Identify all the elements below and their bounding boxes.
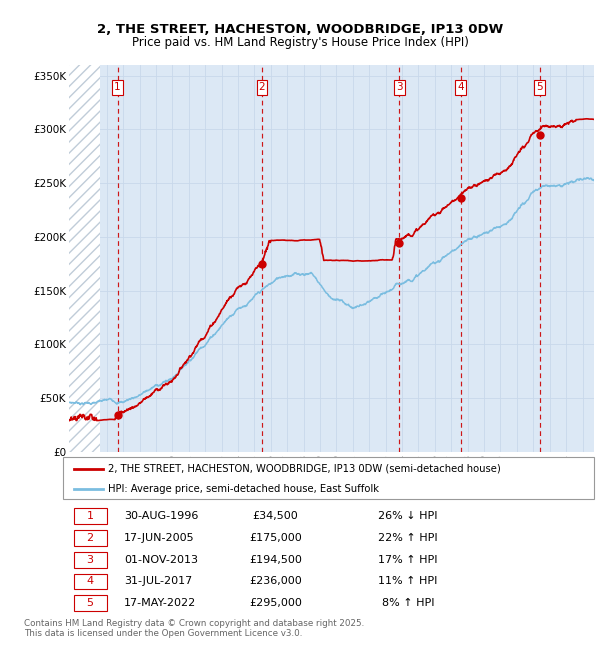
Text: 4: 4 (457, 83, 464, 92)
Text: 1: 1 (114, 83, 121, 92)
Text: 17-JUN-2005: 17-JUN-2005 (124, 533, 194, 543)
FancyBboxPatch shape (74, 530, 107, 545)
Text: This data is licensed under the Open Government Licence v3.0.: This data is licensed under the Open Gov… (24, 629, 302, 638)
Text: 26% ↓ HPI: 26% ↓ HPI (379, 511, 438, 521)
Text: 5: 5 (86, 599, 94, 608)
Text: Price paid vs. HM Land Registry's House Price Index (HPI): Price paid vs. HM Land Registry's House … (131, 36, 469, 49)
Text: 22% ↑ HPI: 22% ↑ HPI (379, 533, 438, 543)
Text: 1: 1 (86, 511, 94, 521)
Text: HPI: Average price, semi-detached house, East Suffolk: HPI: Average price, semi-detached house,… (108, 484, 379, 493)
Text: 3: 3 (86, 554, 94, 565)
Text: 3: 3 (396, 83, 403, 92)
Text: 2: 2 (86, 533, 94, 543)
FancyBboxPatch shape (74, 574, 107, 590)
Text: 17-MAY-2022: 17-MAY-2022 (124, 599, 196, 608)
Text: £175,000: £175,000 (249, 533, 302, 543)
Text: £236,000: £236,000 (249, 577, 302, 586)
Text: Contains HM Land Registry data © Crown copyright and database right 2025.: Contains HM Land Registry data © Crown c… (24, 619, 364, 628)
Text: £194,500: £194,500 (249, 554, 302, 565)
FancyBboxPatch shape (74, 508, 107, 524)
FancyBboxPatch shape (74, 552, 107, 567)
Text: 2, THE STREET, HACHESTON, WOODBRIDGE, IP13 0DW (semi-detached house): 2, THE STREET, HACHESTON, WOODBRIDGE, IP… (108, 464, 501, 474)
Text: 8% ↑ HPI: 8% ↑ HPI (382, 599, 434, 608)
Text: 5: 5 (536, 83, 543, 92)
Text: £295,000: £295,000 (249, 599, 302, 608)
FancyBboxPatch shape (63, 457, 594, 499)
Text: 11% ↑ HPI: 11% ↑ HPI (379, 577, 438, 586)
Text: 2, THE STREET, HACHESTON, WOODBRIDGE, IP13 0DW: 2, THE STREET, HACHESTON, WOODBRIDGE, IP… (97, 23, 503, 36)
Text: 2: 2 (259, 83, 265, 92)
Text: 30-AUG-1996: 30-AUG-1996 (124, 511, 199, 521)
Text: £34,500: £34,500 (253, 511, 298, 521)
FancyBboxPatch shape (74, 595, 107, 611)
Text: 4: 4 (86, 577, 94, 586)
Text: 31-JUL-2017: 31-JUL-2017 (124, 577, 193, 586)
Text: 17% ↑ HPI: 17% ↑ HPI (379, 554, 438, 565)
Text: 01-NOV-2013: 01-NOV-2013 (124, 554, 198, 565)
